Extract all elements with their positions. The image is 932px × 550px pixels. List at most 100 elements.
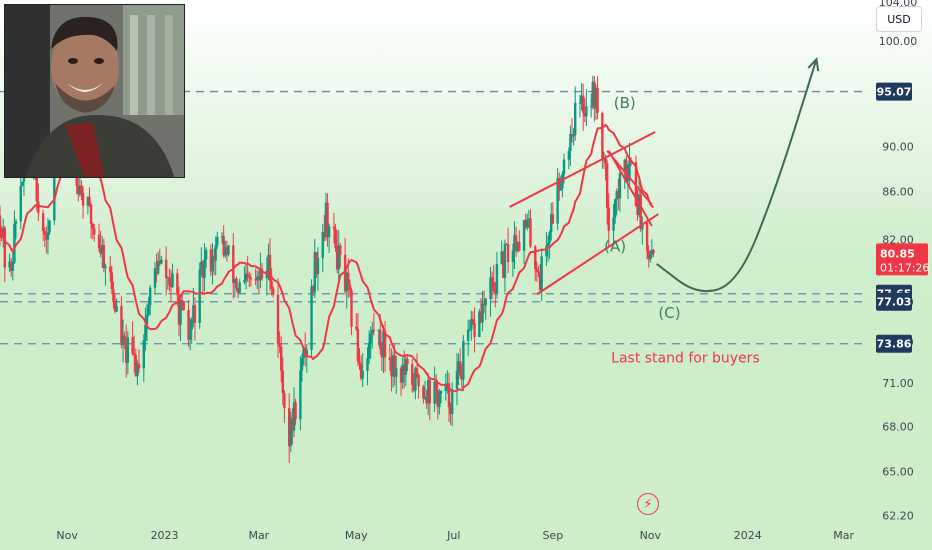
candle-body <box>321 231 324 258</box>
candle-body <box>53 158 56 221</box>
projection-arrowhead <box>807 57 820 72</box>
candle-body <box>190 319 193 330</box>
candle-body <box>388 357 392 361</box>
candle-body <box>358 361 361 365</box>
drawings <box>509 57 820 296</box>
candle-body <box>581 95 585 113</box>
candle-body <box>428 379 432 404</box>
candle-body <box>423 396 427 399</box>
candle-body <box>350 290 353 327</box>
candle-body <box>45 234 48 240</box>
candle-body <box>133 353 136 356</box>
candle-body <box>249 277 253 280</box>
candle-body <box>457 361 460 371</box>
candle-body <box>589 106 593 108</box>
candle-body <box>379 329 382 349</box>
price-tick-label: 68.00 <box>882 420 914 433</box>
candle-body <box>300 358 304 371</box>
candle-body <box>359 364 363 379</box>
candle-body <box>639 194 642 230</box>
candle-body <box>534 246 537 270</box>
candle-body <box>569 134 572 151</box>
candle-body <box>225 247 229 255</box>
candle-body <box>91 223 94 229</box>
candle-body <box>502 251 505 278</box>
candle-body <box>492 281 495 292</box>
price-level-badge <box>876 292 912 311</box>
candle-body <box>339 245 342 255</box>
candle-body <box>272 288 275 295</box>
candle-body <box>506 243 510 263</box>
candle-body <box>14 221 18 224</box>
annotation-label: Last stand for buyers <box>611 350 760 366</box>
candle-body <box>641 222 644 230</box>
candle-body <box>337 245 340 270</box>
candle-body <box>289 418 292 447</box>
time-tick-label: Nov <box>640 529 662 542</box>
candle-body <box>546 242 550 246</box>
candle-body <box>93 228 96 235</box>
candle-body <box>246 273 249 277</box>
candle-body <box>473 323 476 337</box>
candle-body <box>567 150 571 160</box>
candle-body <box>471 319 475 324</box>
candle-body <box>562 159 566 174</box>
candle-body <box>343 254 347 292</box>
price-level-badge <box>876 82 912 101</box>
candle-body <box>9 261 13 271</box>
candle-body <box>348 284 352 291</box>
candle-body <box>99 248 102 254</box>
candle-body <box>164 259 168 278</box>
candle-body <box>545 245 548 257</box>
candle-body <box>182 302 185 311</box>
candle-body <box>203 259 206 278</box>
lightning-icon[interactable]: ⚡ <box>637 493 659 515</box>
candle-body <box>110 272 114 289</box>
candle-body <box>513 235 516 251</box>
thumbnail-image <box>4 4 185 178</box>
time-tick-label: Sep <box>542 529 563 542</box>
candle-body <box>649 254 652 260</box>
candle-body <box>414 368 417 391</box>
candle-body <box>550 213 553 232</box>
candle-body <box>125 340 128 363</box>
time-axis: Nov 2023 Mar May Jul Sep Nov 2024 Mar <box>56 529 854 542</box>
candle-body <box>604 158 607 164</box>
candle-body <box>556 178 559 224</box>
candle-body <box>367 342 371 359</box>
candle-body <box>46 232 50 240</box>
candle-body <box>427 379 430 404</box>
candle-body <box>390 360 393 377</box>
currency-button[interactable]: USD <box>876 6 922 32</box>
candle-body <box>276 294 280 345</box>
candle-body <box>411 364 414 385</box>
candle-body <box>254 279 257 281</box>
candle-body <box>470 319 473 330</box>
candle-body <box>41 213 45 232</box>
candle-body <box>371 329 374 334</box>
candle-body <box>268 254 272 282</box>
candle-body <box>115 305 118 312</box>
candle-body <box>222 236 225 256</box>
candle-body <box>81 192 85 206</box>
candle-body <box>77 186 80 195</box>
candle-body <box>102 245 106 269</box>
candle-body <box>168 277 171 285</box>
candle-body <box>43 231 46 235</box>
candle-body <box>120 305 123 346</box>
candle-body <box>137 363 141 369</box>
candle-body <box>236 288 240 294</box>
candle-body <box>291 418 294 431</box>
candle-body <box>109 266 112 273</box>
candle-body <box>216 236 219 246</box>
candle-body <box>652 249 655 254</box>
candle-body <box>112 288 115 301</box>
candle-body <box>204 249 208 260</box>
candle-body <box>259 268 262 281</box>
candle-body <box>481 303 484 323</box>
candle-body <box>179 299 182 325</box>
annotation-label: (C) <box>658 304 680 322</box>
candle-body <box>605 163 609 208</box>
candle-body <box>136 363 139 377</box>
